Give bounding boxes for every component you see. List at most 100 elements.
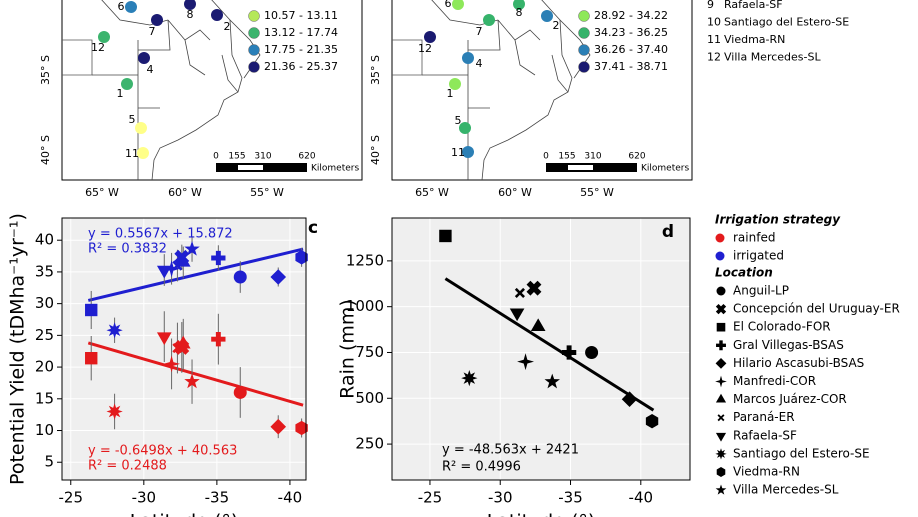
x-tick-label: -35 — [205, 489, 230, 507]
site-label: 12 — [418, 42, 432, 55]
site-point — [138, 52, 150, 64]
x-tick-label: -40 — [629, 489, 654, 507]
lat-label: 35° S — [369, 55, 382, 85]
marker — [717, 414, 725, 422]
site-label: 1 — [117, 87, 124, 100]
marker — [716, 340, 726, 351]
map: 28.92 - 34.22 34.23 - 36.25 36.26 - 37.40 3… — [369, 0, 693, 199]
legend-swatch — [578, 27, 590, 39]
site-label: 6 — [445, 0, 452, 10]
lat-label: 35° S — [39, 55, 52, 85]
site-point — [424, 31, 436, 43]
y-tick-label: 5 — [44, 453, 54, 471]
marker — [85, 303, 98, 317]
site-name: Santiago del Estero-SE — [724, 16, 849, 29]
site-label: 5 — [455, 114, 462, 127]
marker — [106, 322, 123, 339]
legend-label: Santiago del Estero-SE — [733, 446, 870, 460]
panel-label: c — [308, 218, 318, 238]
marker — [233, 385, 247, 399]
site-point — [513, 0, 525, 10]
equation: y = -0.6498x + 40.563 — [88, 444, 237, 459]
legend-label: 37.41 - 38.71 — [594, 60, 668, 73]
marker — [163, 355, 181, 373]
marker — [585, 345, 599, 359]
border-line — [468, 19, 501, 51]
y-tick-label: 20 — [35, 358, 54, 376]
border-line — [481, 0, 573, 181]
legend-label: Viedma-RN — [733, 465, 800, 479]
r-squared: R² = 0.3832 — [88, 242, 167, 257]
marker — [716, 286, 726, 296]
scale-tick: 310 — [584, 152, 601, 162]
legend-label: Villa Mercedes-SL — [733, 483, 839, 497]
plot-frame — [391, 217, 691, 481]
site-point — [137, 147, 149, 159]
site-num: 10 — [707, 16, 721, 29]
lat-label: 40° S — [39, 135, 52, 165]
marker — [509, 308, 525, 322]
legend-label: 36.26 - 37.40 — [594, 43, 668, 56]
y-tick-label: 250 — [355, 435, 384, 453]
legend-label: 13.12 - 17.74 — [264, 26, 338, 39]
site-label: 1 — [447, 87, 454, 100]
y-tick-label: 1000 — [346, 297, 384, 315]
map-frame — [61, 0, 363, 181]
legend-label: rainfed — [733, 231, 775, 245]
charts: 5 10 15 20 25 30 35 40 -25 -30 -35 -40 y = -0.6498x … — [7, 213, 691, 517]
marker — [85, 351, 98, 365]
marker — [716, 467, 726, 477]
site-point — [135, 122, 147, 134]
scale-tick: 155 — [558, 152, 575, 162]
legend-label: 34.23 - 36.25 — [594, 26, 668, 39]
site-label: 6 — [118, 0, 125, 13]
scale-tick: 0 — [213, 152, 219, 162]
marker — [172, 260, 183, 271]
legend-swatch — [715, 251, 725, 261]
legend-label: 21.36 - 25.37 — [264, 60, 338, 73]
site-label: 2 — [224, 20, 231, 33]
trend-line — [87, 247, 304, 302]
site-point — [211, 9, 223, 21]
x-tick-label: -35 — [558, 489, 583, 507]
legend-title: Location — [715, 266, 773, 280]
marker — [295, 250, 308, 265]
site-label: 8 — [187, 8, 194, 21]
y-axis-label: Rain (mm) — [337, 299, 359, 399]
site-label: 4 — [476, 57, 483, 70]
marker — [561, 345, 577, 360]
marker — [270, 269, 287, 285]
y-tick-label: 1250 — [346, 251, 384, 269]
x-axis-label: Latitude (°) — [130, 511, 239, 517]
border-line — [138, 19, 171, 51]
legend-label: irrigated — [733, 249, 784, 263]
maps: 10.57 - 13.11 13.12 - 17.74 17.75 - 21.35 2… — [39, 0, 849, 199]
site-label: 2 — [553, 19, 560, 32]
equation: y = 0.5567x + 15.872 — [88, 227, 233, 242]
marker — [715, 375, 727, 388]
legend-label: Paraná-ER — [733, 410, 795, 424]
marker — [233, 270, 247, 284]
marker — [514, 287, 525, 298]
legend-label: Hilario Ascasubi-BSAS — [733, 356, 864, 370]
marker — [715, 432, 727, 442]
site-point — [452, 0, 464, 10]
site-name: Viedma-RN — [724, 33, 785, 46]
x-axis-label: Latitude (°) — [487, 511, 596, 517]
site-label: 11 — [125, 147, 139, 160]
x-tick-label: -30 — [488, 489, 513, 507]
scale-bar-gap — [568, 165, 593, 170]
border-line — [551, 54, 569, 93]
marker — [163, 260, 181, 278]
panel: 250 500 750 1000 1250 -25 -30 -35 -40 y = -48.563… — [337, 217, 691, 517]
legend-label: El Colorado-FOR — [733, 320, 831, 334]
map-frame — [391, 0, 693, 181]
legend-label: Rafaela-SF — [733, 428, 797, 442]
legend-label: 28.92 - 34.22 — [594, 9, 668, 22]
y-tick-label: 35 — [35, 262, 54, 280]
marker — [270, 418, 287, 435]
legend-title: Irrigation strategy — [715, 213, 841, 227]
panel: 5 10 15 20 25 30 35 40 -25 -30 -35 -40 y = -0.6498x … — [7, 213, 319, 517]
y-tick-label: 40 — [35, 231, 54, 249]
site-name: Rafaela-SF — [724, 0, 783, 11]
